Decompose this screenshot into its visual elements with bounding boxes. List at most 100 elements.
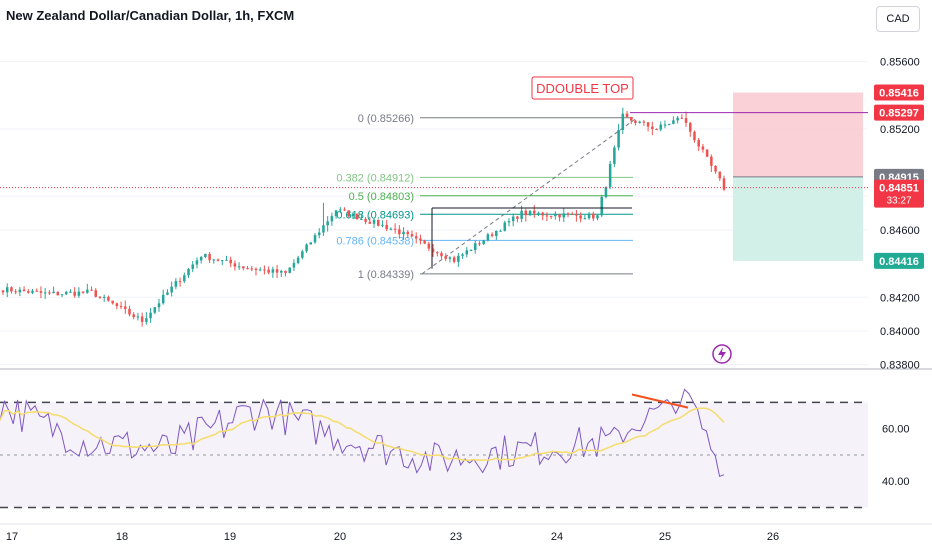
- price-badge-label: 0.85297: [879, 108, 919, 120]
- candle: [292, 259, 296, 272]
- candle-body: [376, 219, 380, 226]
- candle: [541, 211, 544, 221]
- price-badge-label: 0.85416: [879, 88, 919, 100]
- candle: [587, 211, 591, 220]
- price-axis-label: 0.83800: [880, 360, 920, 372]
- candle-body: [532, 210, 536, 214]
- candle-body: [170, 286, 173, 293]
- candle-body: [195, 260, 199, 265]
- candle-body: [56, 291, 60, 296]
- candle-body: [1, 290, 5, 293]
- price-badge: [874, 252, 924, 269]
- candle: [73, 287, 76, 298]
- candle-body: [60, 294, 64, 296]
- fibonacci-retracement[interactable]: 0 (0.85266) 0.382 (0.84912) 0.5 (0.84803) 0…: [336, 113, 638, 281]
- candle: [714, 165, 717, 174]
- candle-body: [119, 306, 123, 308]
- time-axis-label: 24: [551, 531, 563, 543]
- candle-body: [204, 253, 207, 258]
- fib-level-label-0-5: 0.5 (0.84803): [349, 191, 414, 203]
- candle-body: [258, 269, 262, 271]
- candle: [64, 290, 68, 296]
- candle-body: [107, 296, 110, 301]
- candle-body: [22, 289, 26, 292]
- candle-body: [284, 270, 287, 273]
- candle: [242, 266, 245, 271]
- candle: [199, 255, 203, 264]
- candle: [461, 252, 464, 259]
- candle: [56, 291, 60, 296]
- candle-body: [701, 146, 705, 150]
- candle-body: [225, 259, 228, 261]
- candle: [334, 210, 338, 219]
- candle: [570, 211, 574, 215]
- time-axis-label: 23: [450, 531, 462, 543]
- candle-body: [52, 291, 55, 294]
- candle-body: [229, 259, 232, 264]
- candle-body: [402, 231, 405, 235]
- candle: [132, 312, 135, 320]
- candle-body: [301, 251, 304, 258]
- candle: [503, 220, 507, 232]
- candle: [305, 243, 308, 253]
- fib-level-label-0-618: 0.618 (0.84693): [336, 209, 414, 221]
- rsi-axis-label: 60.00: [882, 424, 910, 436]
- candle: [385, 219, 388, 232]
- candle: [48, 290, 51, 295]
- candle-body: [233, 263, 237, 267]
- candle: [507, 218, 511, 227]
- candle-body: [31, 290, 34, 293]
- candle-body: [161, 294, 165, 304]
- candle: [360, 213, 363, 220]
- candle: [258, 267, 262, 272]
- candle-body: [473, 243, 477, 251]
- countdown-label: 33:27: [886, 196, 911, 207]
- candle-body: [617, 129, 620, 148]
- candle-body: [132, 314, 135, 318]
- candle-body: [587, 213, 591, 219]
- candle: [86, 283, 89, 294]
- candle-body: [486, 234, 490, 241]
- candle: [672, 116, 675, 125]
- candle: [136, 312, 140, 321]
- candle-body: [583, 218, 587, 220]
- candle: [22, 286, 26, 292]
- candle-body: [208, 253, 211, 261]
- candle: [351, 212, 355, 220]
- currency-button[interactable]: CAD: [876, 6, 920, 32]
- candle: [722, 175, 726, 191]
- candle: [191, 261, 195, 273]
- candle: [275, 264, 279, 279]
- candle: [52, 286, 55, 294]
- candle-body: [347, 210, 351, 217]
- candle: [532, 205, 536, 218]
- candle: [119, 301, 123, 310]
- double-top-box: [531, 76, 634, 100]
- candle-body: [166, 292, 169, 295]
- candle: [326, 216, 329, 232]
- candle: [710, 154, 713, 172]
- candle: [355, 213, 359, 220]
- candle: [617, 123, 620, 151]
- candle: [10, 286, 13, 294]
- candle: [313, 233, 317, 244]
- candle: [398, 225, 401, 239]
- candle: [705, 149, 709, 158]
- candle-body: [254, 268, 258, 270]
- candle-body: [427, 243, 431, 249]
- candle-body: [216, 259, 220, 261]
- candle: [663, 120, 667, 129]
- time-axis-label: 25: [659, 531, 671, 543]
- candle: [69, 289, 72, 293]
- candle: [330, 212, 334, 226]
- candle: [1, 289, 5, 295]
- candle-body: [149, 312, 152, 319]
- candle: [511, 213, 515, 227]
- candle-body: [503, 222, 507, 231]
- candle-body: [183, 275, 186, 282]
- candle: [347, 210, 351, 218]
- candle-body: [621, 113, 625, 130]
- time-axis-label: 20: [334, 531, 346, 543]
- candle-body: [90, 289, 93, 291]
